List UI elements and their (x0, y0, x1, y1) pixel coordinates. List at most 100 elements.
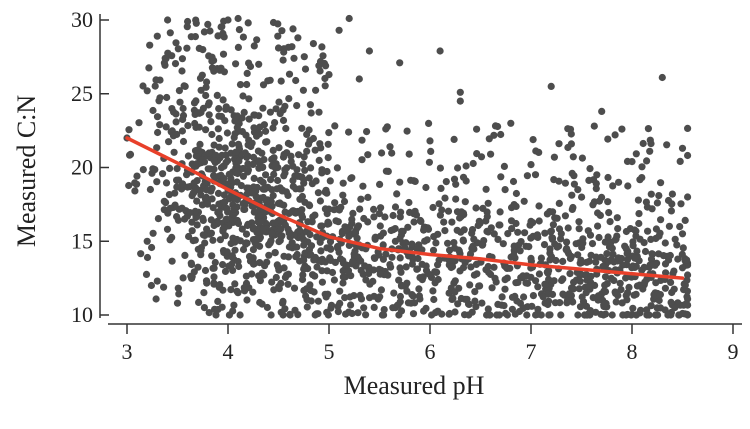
data-point (192, 184, 200, 192)
data-point (292, 76, 300, 85)
data-point (216, 236, 224, 244)
data-point (568, 191, 576, 199)
data-point (629, 304, 637, 312)
data-point (588, 240, 597, 248)
data-point (553, 214, 561, 222)
data-point (279, 116, 288, 124)
data-point (405, 198, 413, 207)
data-point (179, 104, 187, 113)
data-point (396, 292, 404, 301)
data-point (647, 190, 655, 198)
data-point (152, 295, 160, 303)
data-point (555, 177, 563, 185)
data-point (274, 32, 282, 40)
data-point (537, 254, 546, 262)
data-point (410, 218, 418, 226)
data-point (363, 128, 371, 136)
data-point (275, 98, 283, 106)
x-axis-title: Measured pH (344, 371, 485, 400)
data-point (665, 256, 673, 264)
data-point (429, 287, 437, 295)
data-point (295, 151, 303, 159)
data-point (594, 292, 602, 300)
data-point (379, 241, 387, 249)
data-point (579, 235, 587, 243)
data-point (321, 205, 329, 213)
data-point (221, 232, 229, 240)
data-point (360, 304, 368, 312)
data-point (557, 311, 565, 319)
data-point (657, 179, 665, 187)
data-point (281, 305, 289, 313)
data-point (275, 144, 283, 152)
data-point (430, 233, 438, 241)
data-point (257, 218, 265, 226)
data-point (279, 311, 287, 319)
data-point (250, 42, 258, 50)
data-point (303, 303, 311, 311)
data-point (189, 189, 197, 197)
data-point (394, 301, 402, 309)
data-point (196, 140, 204, 148)
data-point (382, 250, 390, 258)
data-point (606, 218, 614, 226)
data-point (210, 264, 218, 272)
data-point (240, 284, 248, 292)
data-point (131, 187, 139, 195)
data-point (239, 33, 247, 41)
data-point (331, 122, 339, 130)
data-point (633, 247, 641, 255)
data-point (684, 151, 692, 160)
data-point (403, 279, 411, 287)
data-point (523, 172, 532, 180)
data-point (285, 95, 293, 103)
data-point (326, 254, 334, 262)
data-point (349, 257, 357, 265)
data-point (491, 274, 499, 282)
data-point (198, 71, 206, 79)
data-point (575, 285, 583, 293)
data-point (258, 269, 266, 277)
data-point (549, 234, 557, 242)
data-point (448, 263, 457, 271)
data-point (423, 236, 431, 244)
data-point (205, 149, 213, 157)
data-point (337, 203, 345, 211)
data-point (274, 44, 283, 52)
data-point (232, 60, 240, 68)
data-point (234, 219, 243, 228)
data-point (559, 290, 567, 298)
data-point (237, 182, 245, 190)
data-point (564, 125, 572, 133)
data-point (671, 235, 679, 243)
data-point (272, 105, 280, 113)
data-point (212, 311, 220, 319)
data-point (242, 272, 250, 280)
data-point (598, 107, 606, 115)
data-point (159, 170, 167, 178)
data-point (220, 68, 228, 76)
data-point (426, 137, 434, 145)
data-point (219, 247, 228, 255)
data-point (280, 45, 288, 53)
data-point (391, 225, 399, 233)
data-point (242, 230, 251, 238)
data-point (362, 311, 370, 319)
data-point (607, 255, 616, 263)
data-point (324, 218, 332, 226)
data-point (415, 285, 423, 293)
data-point (504, 230, 512, 238)
data-point (289, 162, 297, 170)
data-point (322, 62, 330, 70)
data-point (311, 272, 319, 280)
data-point (408, 240, 416, 248)
data-point (188, 227, 196, 235)
data-point (291, 306, 299, 314)
data-point (315, 156, 323, 164)
data-point (600, 301, 608, 309)
data-point (519, 272, 527, 280)
data-point (336, 299, 344, 307)
data-point (556, 299, 564, 307)
data-point (192, 152, 200, 160)
data-point (231, 246, 239, 254)
